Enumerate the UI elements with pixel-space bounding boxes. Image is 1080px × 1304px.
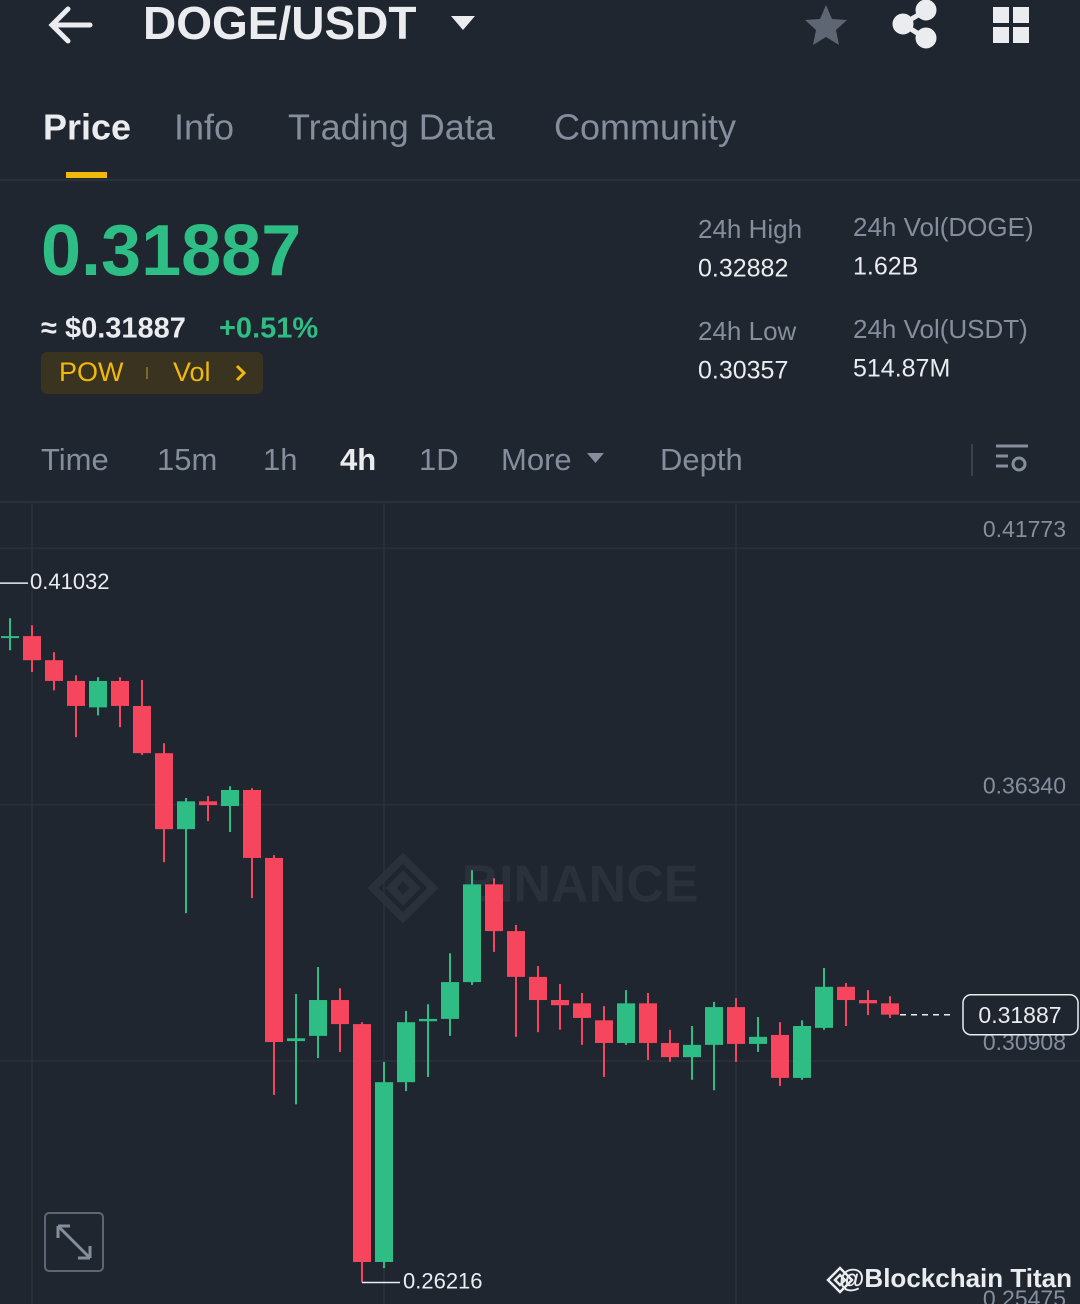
credit-logo (826, 1266, 854, 1294)
candle-body (881, 1003, 899, 1015)
candle-body (331, 1000, 349, 1025)
candle-body (1, 636, 19, 639)
candle-body (221, 789, 239, 807)
stat-label: 24h Low (698, 316, 797, 346)
last-price-box (962, 994, 1079, 1036)
candle-body (463, 884, 481, 983)
candle-body (727, 1007, 745, 1044)
candle-body (507, 931, 525, 977)
candle-body (67, 680, 85, 706)
candle-body (45, 660, 63, 681)
interval[interactable]: 4h (340, 442, 376, 477)
interval[interactable]: More (501, 442, 572, 477)
candle-body (815, 986, 833, 1028)
candlestick-chart: BINANCE 0.417730.363400.309080.254750.41… (0, 503, 1080, 1304)
stat-value: 0.32882 (698, 255, 788, 283)
candle-body (705, 1007, 723, 1045)
last-price-label: 0.31887 (978, 1002, 1061, 1028)
candle-body (177, 801, 195, 830)
candle-body (375, 1082, 393, 1262)
candle-body (309, 1000, 327, 1036)
candle-body (749, 1036, 767, 1044)
candle-body (551, 1000, 569, 1006)
price-change: +0.51% (219, 313, 318, 345)
candle-body (111, 680, 129, 706)
candle-body (265, 857, 283, 1043)
candle-body (683, 1044, 701, 1058)
candle-body (529, 976, 547, 1001)
candle-body (617, 1003, 635, 1043)
low-marker-label: 0.26216 (403, 1268, 483, 1293)
last-price: 0.31887 (41, 211, 301, 291)
tag-pill[interactable] (41, 352, 263, 394)
tab[interactable]: Community (554, 107, 736, 148)
tab[interactable]: Price (43, 107, 131, 148)
fullscreen-icon[interactable] (56, 1224, 92, 1260)
stat-value: 1.62B (853, 253, 918, 281)
fullscreen-button[interactable] (44, 1212, 104, 1272)
tab[interactable]: Info (174, 107, 234, 148)
candle-body (837, 986, 855, 1001)
candle-body (771, 1034, 789, 1078)
candle-body (155, 753, 173, 830)
interval[interactable]: Time (41, 442, 109, 477)
interval[interactable]: 1D (419, 442, 459, 477)
candle-body (397, 1022, 415, 1083)
candle-body (661, 1042, 679, 1058)
high-marker-label: 0.41032 (30, 569, 110, 594)
tab-indicator (66, 172, 107, 178)
interval[interactable]: Depth (660, 442, 743, 477)
y-tick-label: 0.36340 (983, 773, 1066, 799)
interval[interactable]: 15m (157, 442, 217, 477)
candle-body (639, 1003, 657, 1043)
stat-label: 24h Vol(USDT) (853, 314, 1028, 344)
candle-body (793, 1025, 811, 1078)
chart-settings-icon[interactable] (996, 444, 1028, 472)
candle-body (89, 680, 107, 708)
candle-body (353, 1024, 371, 1262)
candle-body (441, 982, 459, 1019)
fiat-price: ≈ $0.31887 (41, 313, 186, 345)
stat-label: 24h Vol(DOGE) (853, 212, 1034, 242)
back-button[interactable] (48, 6, 93, 44)
stat-label: 24h High (698, 214, 802, 244)
watermark-logo (367, 852, 439, 924)
stat-value: 514.87M (853, 355, 950, 383)
stat-value: 0.30357 (698, 357, 788, 385)
y-tick-label: 0.41773 (983, 516, 1066, 542)
candle-body (133, 705, 151, 754)
candle-body (573, 1003, 591, 1018)
candle-body (23, 636, 41, 661)
candle-body (419, 1018, 437, 1022)
candle-body (199, 801, 217, 806)
tab[interactable]: Trading Data (288, 107, 496, 148)
pair-title[interactable]: DOGE/USDT (143, 0, 416, 49)
credit: @Blockchain Titan (839, 1263, 1072, 1293)
candle-body (287, 1038, 305, 1042)
favorite-icon[interactable] (805, 5, 847, 45)
more-dropdown[interactable] (587, 453, 604, 463)
tag[interactable]: Vol (173, 357, 211, 387)
tag-arrow[interactable] (235, 364, 247, 382)
menu-grid-icon[interactable] (993, 7, 1029, 43)
tag[interactable]: POW (59, 357, 124, 387)
candle-body (859, 1000, 877, 1004)
y-tick-label: 0.25475 (983, 1286, 1066, 1304)
candle-body (595, 1020, 613, 1043)
candle-body (485, 884, 503, 932)
candle-body (243, 789, 261, 858)
interval[interactable]: 1h (263, 442, 297, 477)
pair-dropdown[interactable] (451, 16, 475, 30)
share-icon[interactable] (892, 0, 937, 49)
